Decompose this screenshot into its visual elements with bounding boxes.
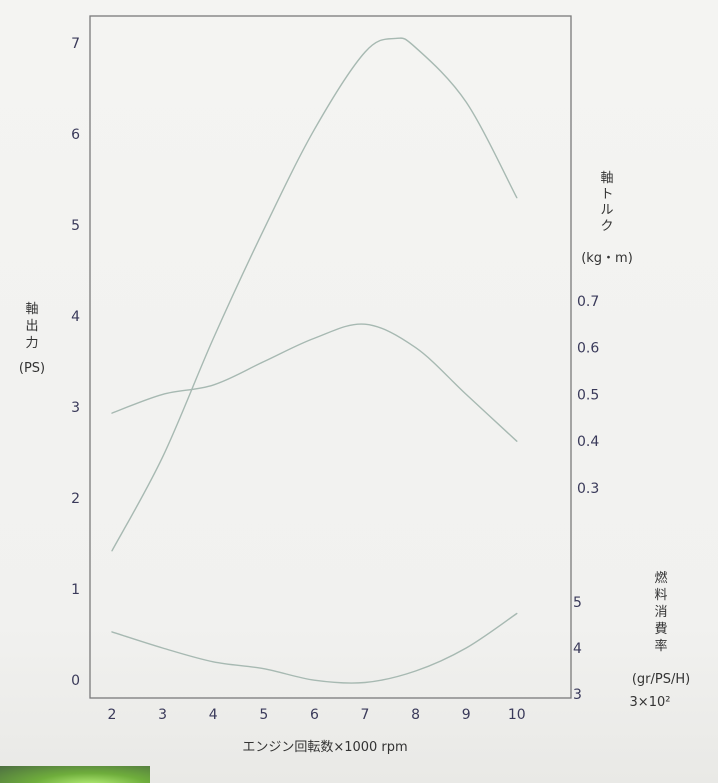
x-tick-label: 8 (411, 707, 420, 723)
power-tick-label: 0 (71, 673, 80, 689)
axis-title-char: 力 (25, 336, 38, 351)
x-axis-label: エンジン回転数×1000 rpm (242, 740, 407, 755)
fuel-tick-labels: 3 4 5 (573, 595, 582, 703)
power-tick-label: 6 (71, 127, 80, 143)
fuel-curve (111, 612, 518, 684)
series-layer (111, 37, 518, 684)
axis-title-char: ト (600, 187, 613, 202)
power-axis-title: 軸出力 (25, 302, 38, 351)
power-tick-label: 7 (71, 36, 80, 52)
x-tick-labels: 2 3 4 5 6 7 8 9 10 (108, 707, 526, 723)
x-tick-label: 4 (209, 707, 218, 723)
axis-title-char: 率 (654, 638, 667, 654)
torque-tick-label: 0.3 (577, 481, 599, 497)
torque-curve (111, 323, 518, 442)
axis-title-char: 燃 (654, 570, 667, 586)
fuel-axis-multiplier: 3×10² (630, 695, 671, 710)
power-tick-labels: 0 1 2 3 4 5 6 7 (71, 36, 80, 689)
x-tick-label: 9 (462, 707, 471, 723)
torque-tick-label: 0.6 (577, 341, 599, 357)
x-tick-label: 2 (108, 707, 117, 723)
power-axis-unit: (PS) (19, 361, 45, 376)
torque-tick-label: 0.5 (577, 387, 599, 403)
fuel-tick-label: 4 (573, 641, 582, 657)
power-curve (111, 37, 518, 552)
x-tick-label: 5 (259, 707, 268, 723)
plot-frame (89, 15, 572, 699)
axis-title-char: 出 (25, 319, 38, 334)
torque-tick-label: 0.4 (577, 434, 599, 450)
fuel-tick-label: 3 (573, 687, 582, 703)
torque-tick-label: 0.7 (577, 294, 599, 310)
axis-title-char: 費 (654, 622, 667, 637)
fuel-tick-label: 5 (573, 595, 582, 611)
axis-title-char: ル (600, 203, 613, 218)
torque-axis-unit: (kg・m) (581, 251, 633, 266)
axis-title-char: 消 (654, 605, 667, 620)
fuel-axis-unit: (gr/PS/H) (632, 672, 690, 687)
axis-title-char: ク (600, 219, 613, 234)
x-tick-label: 7 (361, 707, 370, 723)
axis-title-char: 軸 (25, 302, 38, 317)
x-tick-label: 3 (158, 707, 167, 723)
axis-title-char: 軸 (600, 171, 613, 186)
power-tick-label: 5 (71, 218, 80, 234)
power-tick-label: 3 (71, 400, 80, 416)
bottom-left-light-glow (0, 766, 150, 783)
power-tick-label: 4 (71, 309, 80, 325)
torque-tick-labels: 0.3 0.4 0.5 0.6 0.7 (577, 294, 599, 497)
x-tick-label: 10 (508, 707, 526, 723)
power-tick-label: 1 (71, 582, 80, 598)
x-tick-label: 6 (310, 707, 319, 723)
power-tick-label: 2 (71, 491, 80, 507)
axis-title-char: 料 (654, 588, 667, 603)
